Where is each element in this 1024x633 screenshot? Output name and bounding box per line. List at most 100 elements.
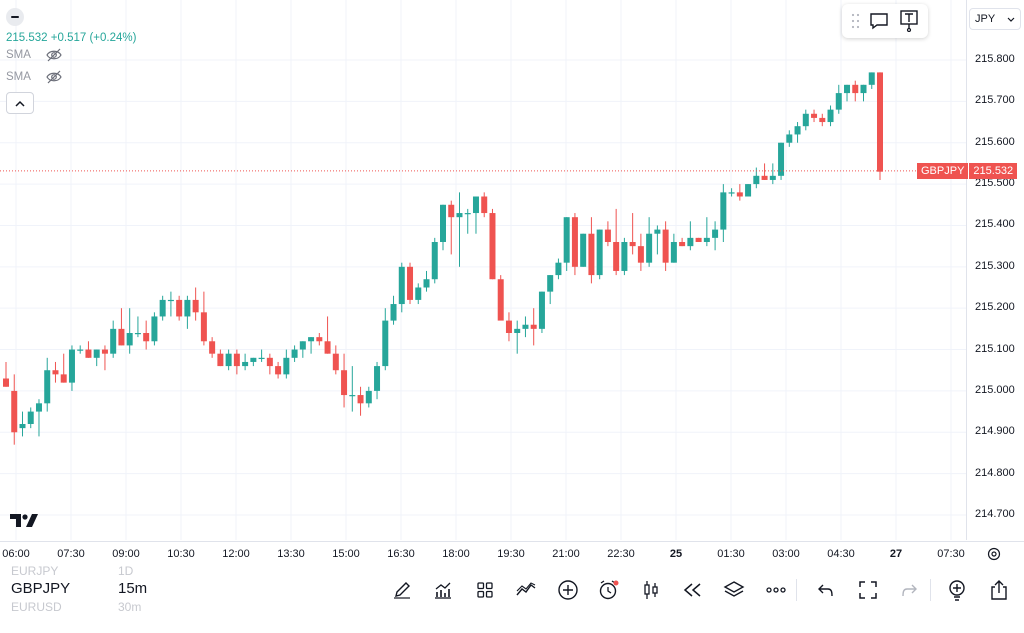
layout-button[interactable] (470, 575, 500, 605)
candle-body (11, 390, 18, 433)
replay-button[interactable] (678, 575, 708, 605)
candle-body (126, 333, 133, 346)
candle-body (3, 378, 9, 387)
add-button[interactable] (553, 575, 583, 605)
more-button[interactable] (761, 575, 791, 605)
candle-body (176, 299, 183, 317)
candle-body (143, 333, 150, 342)
price-tick-label: 215.300 (975, 259, 1015, 272)
symbol-prev[interactable]: EURJPY (11, 564, 59, 578)
candle-body (654, 229, 661, 234)
candle-body (415, 287, 422, 300)
time-tick-label: 01:30 (717, 548, 745, 560)
text-note-button[interactable] (894, 6, 924, 36)
candle-body (283, 357, 290, 375)
undo-button[interactable] (811, 575, 841, 605)
candlestick-chart[interactable] (0, 0, 966, 540)
candle-body (547, 275, 554, 292)
alerts-button[interactable] (594, 575, 624, 605)
candle-body (365, 390, 372, 404)
redo-button[interactable] (894, 575, 924, 605)
candle-body (266, 357, 273, 367)
candle-body (497, 279, 504, 321)
add-icon (558, 580, 578, 600)
drawing-tools-button[interactable] (387, 575, 417, 605)
candle-body (695, 237, 702, 242)
indicator-label: SMA (6, 71, 31, 83)
time-tick-label: 09:00 (112, 548, 140, 560)
chart-type-button[interactable] (636, 575, 666, 605)
layers-button[interactable] (719, 575, 749, 605)
interval-next[interactable]: 30m (118, 600, 142, 614)
candle-body (794, 126, 801, 135)
candle-body (423, 279, 430, 288)
currency-select[interactable]: JPY (969, 8, 1021, 30)
candle-body (571, 217, 578, 267)
candle-body (93, 349, 100, 358)
candle-body (299, 341, 306, 350)
toolbar-divider (796, 579, 797, 601)
price-tick-label: 215.400 (975, 218, 1015, 231)
eye-hidden-icon[interactable] (46, 70, 62, 84)
indicator-row-sma-2[interactable]: SMA (6, 66, 136, 88)
collapse-legend-button[interactable] (6, 8, 24, 26)
interval-picker[interactable]: 15m (118, 580, 148, 597)
candle-body (19, 424, 26, 429)
price-tick-label: 214.900 (975, 425, 1015, 438)
candle-body (316, 337, 323, 342)
candle-body (382, 320, 389, 367)
candle-body (464, 213, 471, 215)
compare-button[interactable] (511, 575, 541, 605)
candle-body (374, 366, 381, 391)
chevron-up-button[interactable] (6, 92, 34, 114)
candle-body (250, 357, 257, 362)
fullscreen-button[interactable] (853, 575, 883, 605)
candles-icon (644, 581, 658, 599)
candle-body (225, 353, 232, 367)
tradingview-logo-icon[interactable] (10, 514, 38, 530)
interval-prev[interactable]: 1D (118, 564, 134, 578)
price-tick-label: 215.700 (975, 94, 1015, 107)
candle-body (761, 175, 768, 180)
time-tick-label: 04:30 (827, 548, 855, 560)
candle-body (489, 213, 496, 280)
indicator-row-sma-1[interactable]: SMA (6, 44, 136, 66)
candle-body (844, 84, 851, 94)
time-tick-label: 10:30 (167, 548, 195, 560)
candle-body (440, 204, 446, 242)
candle-body (217, 353, 224, 367)
candle-body (629, 242, 636, 247)
ideas-button[interactable] (942, 575, 972, 605)
time-tick-label: 19:30 (497, 548, 525, 560)
comment-button[interactable] (864, 6, 894, 36)
candle-body (52, 370, 59, 375)
symbol-picker[interactable]: GBPJPY (11, 580, 71, 597)
candle-body (613, 242, 620, 271)
candle-body (703, 237, 710, 242)
time-axis[interactable]: 06:00 07:30 09:00 10:30 12:00 13:30 15:00 16:30… (0, 541, 1024, 568)
share-button[interactable] (984, 575, 1014, 605)
price-scale[interactable]: 215.800 215.700 215.600 215.500 215.400 215.3… (966, 0, 1024, 540)
more-icon (766, 587, 786, 593)
settings-gear-icon[interactable] (986, 546, 1002, 562)
candle-body (27, 411, 34, 424)
alert-clock-icon (599, 580, 619, 600)
indicators-button[interactable] (428, 575, 458, 605)
drag-grip-icon[interactable] (848, 11, 864, 31)
candle-body (555, 262, 562, 276)
candle-body (596, 229, 603, 276)
symbol-next[interactable]: EURUSD (11, 600, 62, 614)
price-tick-label: 214.800 (975, 466, 1015, 479)
candle-body (720, 192, 727, 230)
candle-body (77, 349, 84, 351)
candle-body (712, 229, 719, 238)
time-tick-label: 22:30 (607, 548, 635, 560)
chart-pane[interactable] (0, 0, 966, 540)
candle-body (167, 299, 174, 302)
eye-hidden-icon[interactable] (46, 48, 62, 62)
price-tick-label: 215.600 (975, 135, 1015, 148)
candle-body (398, 266, 405, 305)
price-label-symbol: GBPJPY (917, 162, 969, 179)
candle-body (110, 328, 117, 354)
chart-legend: 215.532 +0.517 (+0.24%) SMA SMA (6, 8, 136, 114)
